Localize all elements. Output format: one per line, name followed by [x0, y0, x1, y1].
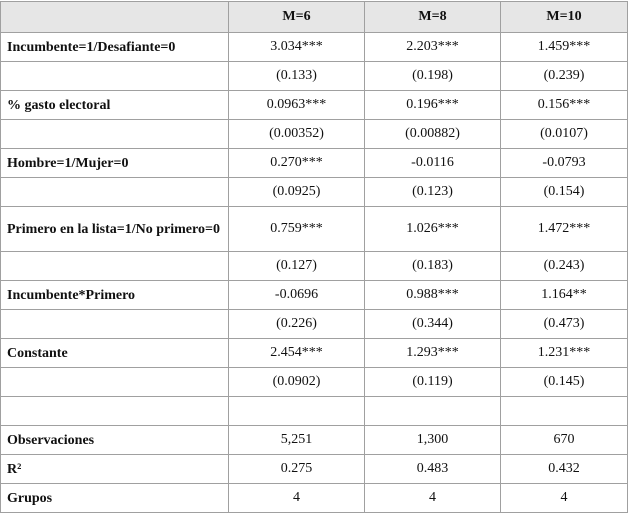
cell: (0.00882) — [364, 119, 501, 149]
corner-cell — [0, 1, 229, 33]
row-label: Constante — [0, 338, 229, 368]
cell: 670 — [500, 425, 628, 455]
cell: 0.270*** — [228, 148, 365, 178]
cell: 4 — [364, 483, 501, 513]
row-label-empty — [0, 61, 229, 91]
cell: (0.239) — [500, 61, 628, 91]
cell: 0.0963*** — [228, 90, 365, 120]
cell: (0.0107) — [500, 119, 628, 149]
cell: (0.00352) — [228, 119, 365, 149]
cell: (0.0925) — [228, 177, 365, 207]
cell: 2.454*** — [228, 338, 365, 368]
row-label-empty — [0, 119, 229, 149]
table-row: (0.0902) (0.119) (0.145) — [0, 367, 628, 397]
cell: -0.0696 — [228, 280, 365, 310]
table-row: (0.127) (0.183) (0.243) — [0, 251, 628, 281]
row-label-empty — [0, 251, 229, 281]
cell: 1.459*** — [500, 32, 628, 62]
table-row: Hombre=1/Mujer=0 0.270*** -0.0116 -0.0793 — [0, 148, 628, 178]
spacer-row — [0, 396, 628, 426]
table-row: Constante 2.454*** 1.293*** 1.231*** — [0, 338, 628, 368]
cell: 2.203*** — [364, 32, 501, 62]
cell: (0.226) — [228, 309, 365, 339]
table-row: Grupos 4 4 4 — [0, 483, 628, 513]
cell: 1.231*** — [500, 338, 628, 368]
cell: 1.472*** — [500, 206, 628, 252]
cell: (0.154) — [500, 177, 628, 207]
cell: (0.127) — [228, 251, 365, 281]
cell: 1.164** — [500, 280, 628, 310]
table-row: R² 0.275 0.483 0.432 — [0, 454, 628, 484]
cell: (0.243) — [500, 251, 628, 281]
cell: (0.145) — [500, 367, 628, 397]
column-header: M=6 — [228, 1, 365, 33]
header-row: M=6 M=8 M=10 — [0, 1, 628, 33]
empty-cell — [228, 396, 365, 426]
cell: (0.123) — [364, 177, 501, 207]
cell: -0.0793 — [500, 148, 628, 178]
cell: (0.344) — [364, 309, 501, 339]
column-header: M=10 — [500, 1, 628, 33]
row-label: Incumbente=1/Desafiante=0 — [0, 32, 229, 62]
cell: (0.119) — [364, 367, 501, 397]
cell: 1,300 — [364, 425, 501, 455]
cell: (0.198) — [364, 61, 501, 91]
table-row: Observaciones 5,251 1,300 670 — [0, 425, 628, 455]
cell: 4 — [500, 483, 628, 513]
cell: 0.196*** — [364, 90, 501, 120]
table-row: (0.0925) (0.123) (0.154) — [0, 177, 628, 207]
row-label: Observaciones — [0, 425, 229, 455]
cell: 0.275 — [228, 454, 365, 484]
column-header: M=8 — [364, 1, 501, 33]
row-label: % gasto electoral — [0, 90, 229, 120]
row-label-empty — [0, 367, 229, 397]
cell: 3.034*** — [228, 32, 365, 62]
row-label: Grupos — [0, 483, 229, 513]
cell: (0.473) — [500, 309, 628, 339]
cell: 4 — [228, 483, 365, 513]
table-row: (0.133) (0.198) (0.239) — [0, 61, 628, 91]
empty-cell — [364, 396, 501, 426]
cell: 1.026*** — [364, 206, 501, 252]
row-label-empty — [0, 309, 229, 339]
row-label: Incumbente*Primero — [0, 280, 229, 310]
cell: 1.293*** — [364, 338, 501, 368]
cell: -0.0116 — [364, 148, 501, 178]
empty-cell — [500, 396, 628, 426]
cell: 0.156*** — [500, 90, 628, 120]
row-label: Primero en la lista=1/No primero=0 — [0, 206, 229, 252]
cell: (0.133) — [228, 61, 365, 91]
table-row: (0.226) (0.344) (0.473) — [0, 309, 628, 339]
empty-cell — [0, 396, 229, 426]
cell: 0.988*** — [364, 280, 501, 310]
table-row: Incumbente*Primero -0.0696 0.988*** 1.164** — [0, 280, 628, 310]
table-body: Incumbente=1/Desafiante=0 3.034*** 2.203**… — [0, 32, 628, 513]
cell: 0.483 — [364, 454, 501, 484]
cell: 0.759*** — [228, 206, 365, 252]
row-label-empty — [0, 177, 229, 207]
table-row: % gasto electoral 0.0963*** 0.196*** 0.156*… — [0, 90, 628, 120]
table-row: (0.00352) (0.00882) (0.0107) — [0, 119, 628, 149]
cell: 0.432 — [500, 454, 628, 484]
row-label: R² — [0, 454, 229, 484]
cell: 5,251 — [228, 425, 365, 455]
cell: (0.0902) — [228, 367, 365, 397]
table-row: Primero en la lista=1/No primero=0 0.759*… — [0, 206, 628, 252]
cell: (0.183) — [364, 251, 501, 281]
table-row: Incumbente=1/Desafiante=0 3.034*** 2.203**… — [0, 32, 628, 62]
row-label: Hombre=1/Mujer=0 — [0, 148, 229, 178]
